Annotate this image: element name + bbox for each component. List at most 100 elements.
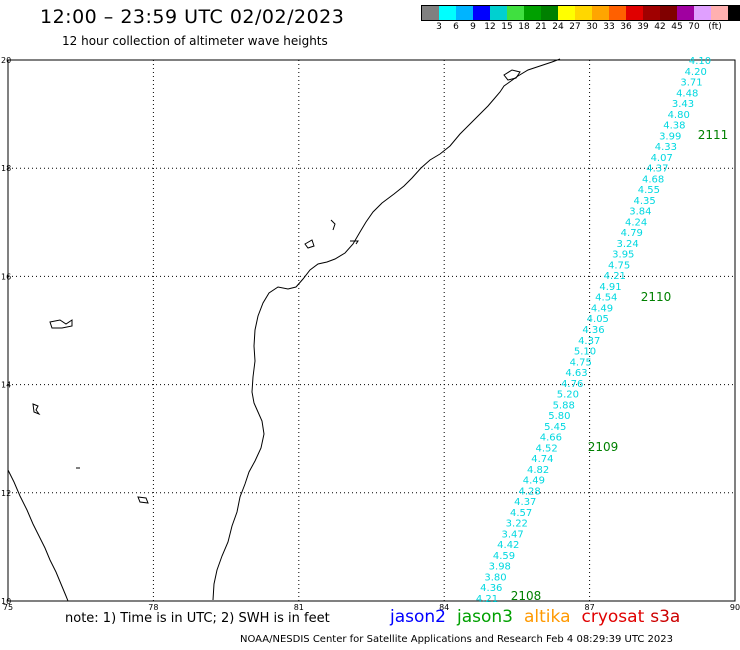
wave-height-label: 4.48 [676,88,698,99]
x-axis-tick-label: 81 [294,603,304,610]
y-axis-tick-label: 20 [1,56,11,65]
legend-tick-label: 24 [552,22,564,32]
legend-tick-label: 39 [637,22,649,32]
island [350,240,359,245]
wave-height-label: 4.75 [570,357,592,368]
island [330,219,336,231]
wave-height-label: 4.79 [621,228,643,239]
wave-height-label: 3.84 [629,207,651,218]
legend-swatch [728,6,740,20]
y-axis-tick-label: 12 [1,489,11,498]
legend-tick-label: 33 [603,22,615,32]
x-axis-tick-label: 90 [730,603,740,610]
y-axis-tick-label: 16 [1,272,11,281]
satellite-legend: jason2 jason3 altika cryosat s3a [390,607,680,627]
color-scale-legend [421,5,740,21]
legend-swatch [575,6,592,20]
legend-tick-label: 3 [436,22,442,32]
wave-height-label: 4.28 [518,486,540,497]
island [137,496,149,504]
map-frame [7,59,736,602]
wave-height-label: 4.33 [655,142,677,153]
wave-height-label: 4.10 [689,56,711,67]
wave-height-label: 3.43 [672,99,694,110]
wave-height-label: 4.57 [510,508,532,519]
wave-height-label: 4.76 [561,379,583,390]
wave-height-label: 4.37 [646,164,668,175]
wave-height-label: 3.22 [506,519,528,530]
legend-swatch [507,6,524,20]
wave-height-label: 5.45 [544,422,566,433]
east-coastline [212,58,561,601]
wave-height-label: 4.36 [582,325,604,336]
wave-height-label: 3.24 [616,239,638,250]
wave-height-label: 4.36 [480,583,502,594]
legend-tick-label: 45 [671,22,683,32]
wave-height-label: 4.38 [663,121,685,132]
color-scale-labels: 3 6 9 12 15 18 21 24 27 30 33 36 39 42 45 70 (ft) [421,22,740,34]
satellite-name: cryosat [581,607,645,627]
satellite-name: jason2 [390,607,446,627]
wave-height-label: 4.52 [535,443,557,454]
y-axis-tick-label: 14 [1,381,11,390]
wave-height-label: 4.21 [476,594,498,605]
footer-note: note: 1) Time is in UTC; 2) SWH is in fe… [65,611,330,626]
pass-number-label: 2108 [511,589,542,603]
legend-tick-label: 27 [569,22,581,32]
wave-height-label: 4.20 [685,67,707,78]
wave-height-label: 4.91 [599,282,621,293]
wave-height-label: 5.88 [553,400,575,411]
legend-swatch [422,6,439,20]
wave-height-label: 4.37 [514,497,536,508]
wave-height-label: 4.68 [642,174,664,185]
footer-credit: NOAA/NESDIS Center for Satellite Applica… [240,634,673,645]
legend-tick-label: 30 [586,22,598,32]
altimeter-map: 75 78 81 84 87 90 20 18 16 14 12 10 4.104.203.714.48… [1,56,740,610]
island [304,239,315,249]
island [49,319,73,329]
legend-swatch [711,6,728,20]
satellite-name: jason3 [457,607,513,627]
wave-height-label: 4.54 [595,293,617,304]
satellite-name: altika [524,607,571,627]
legend-tick-label: 12 [484,22,496,32]
wave-height-label: 3.47 [501,529,523,540]
wave-height-label: 4.82 [527,465,549,476]
legend-swatch [558,6,575,20]
pass-number-label: 2109 [588,440,619,454]
wave-height-label: 4.80 [668,110,690,121]
legend-swatch [439,6,456,20]
legend-swatch [592,6,609,20]
legend-tick-label: 18 [518,22,530,32]
legend-swatch [456,6,473,20]
wave-height-label: 4.24 [625,217,647,228]
legend-tick-label: 6 [453,22,459,32]
map-subtitle: 12 hour collection of altimeter wave hei… [62,34,328,48]
wave-height-label: 4.37 [578,336,600,347]
satellite-name: s3a [650,607,681,627]
wave-height-label: 3.98 [489,562,511,573]
wave-height-label: 4.35 [633,196,655,207]
legend-tick-label: 36 [620,22,632,32]
wave-height-label: 4.49 [523,476,545,487]
x-axis-tick-label: 84 [439,603,449,610]
wave-height-label: 3.95 [612,250,634,261]
legend-swatch [473,6,490,20]
legend-swatch [677,6,694,20]
wave-height-label: 4.49 [591,304,613,315]
legend-swatch [490,6,507,20]
wave-height-label: 5.80 [548,411,570,422]
legend-tick-label: 70 [688,22,700,32]
wave-height-label: 4.59 [493,551,515,562]
wave-height-label: 4.21 [604,271,626,282]
pass-number-label: 2110 [641,290,672,304]
legend-tick-label: 21 [535,22,547,32]
wave-height-label: 5.10 [574,347,596,358]
wave-height-label: 5.20 [557,390,579,401]
wave-height-label: 4.07 [651,153,673,164]
wave-height-label: 4.75 [608,260,630,271]
legend-tick-label: 42 [654,22,666,32]
legend-tick-label: 15 [501,22,513,32]
legend-swatch [609,6,626,20]
island [32,403,41,416]
